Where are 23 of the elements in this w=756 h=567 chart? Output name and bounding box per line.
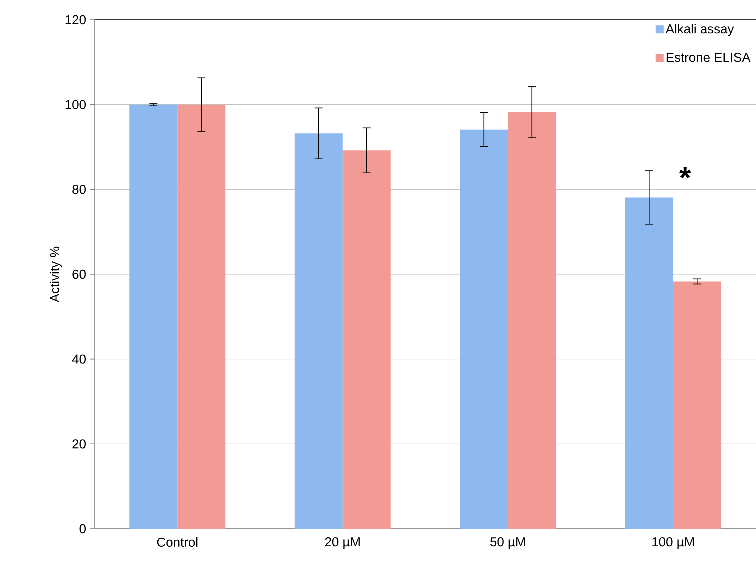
y-tick-label: 0: [80, 524, 86, 534]
bar: [130, 104, 178, 529]
annotation: *: [680, 167, 692, 179]
y-tick-label: 100: [66, 100, 86, 110]
bar: [508, 112, 556, 529]
y-tick-label: 60: [72, 270, 86, 280]
bar: [625, 198, 674, 529]
y-tick-label: 20: [72, 440, 86, 449]
bar: [342, 150, 391, 529]
bar: [178, 104, 226, 529]
x-tick-label: 50 µM: [490, 538, 526, 550]
y-tick-label: 80: [72, 185, 86, 194]
y-tick-label: 40: [72, 354, 86, 364]
x-tick-label: 20 µM: [325, 538, 360, 550]
y-tick-label: 120: [66, 15, 86, 25]
bar: [460, 130, 508, 529]
bar: [294, 134, 343, 529]
x-tick-label: 100 µM: [652, 538, 694, 550]
legend-label: Alkali assay: [666, 24, 734, 36]
bar: [673, 282, 722, 529]
legend-label: Estrone ELISA: [666, 53, 751, 62]
x-tick-label: Control: [157, 538, 198, 548]
y-axis-title: Activity %: [50, 246, 62, 303]
